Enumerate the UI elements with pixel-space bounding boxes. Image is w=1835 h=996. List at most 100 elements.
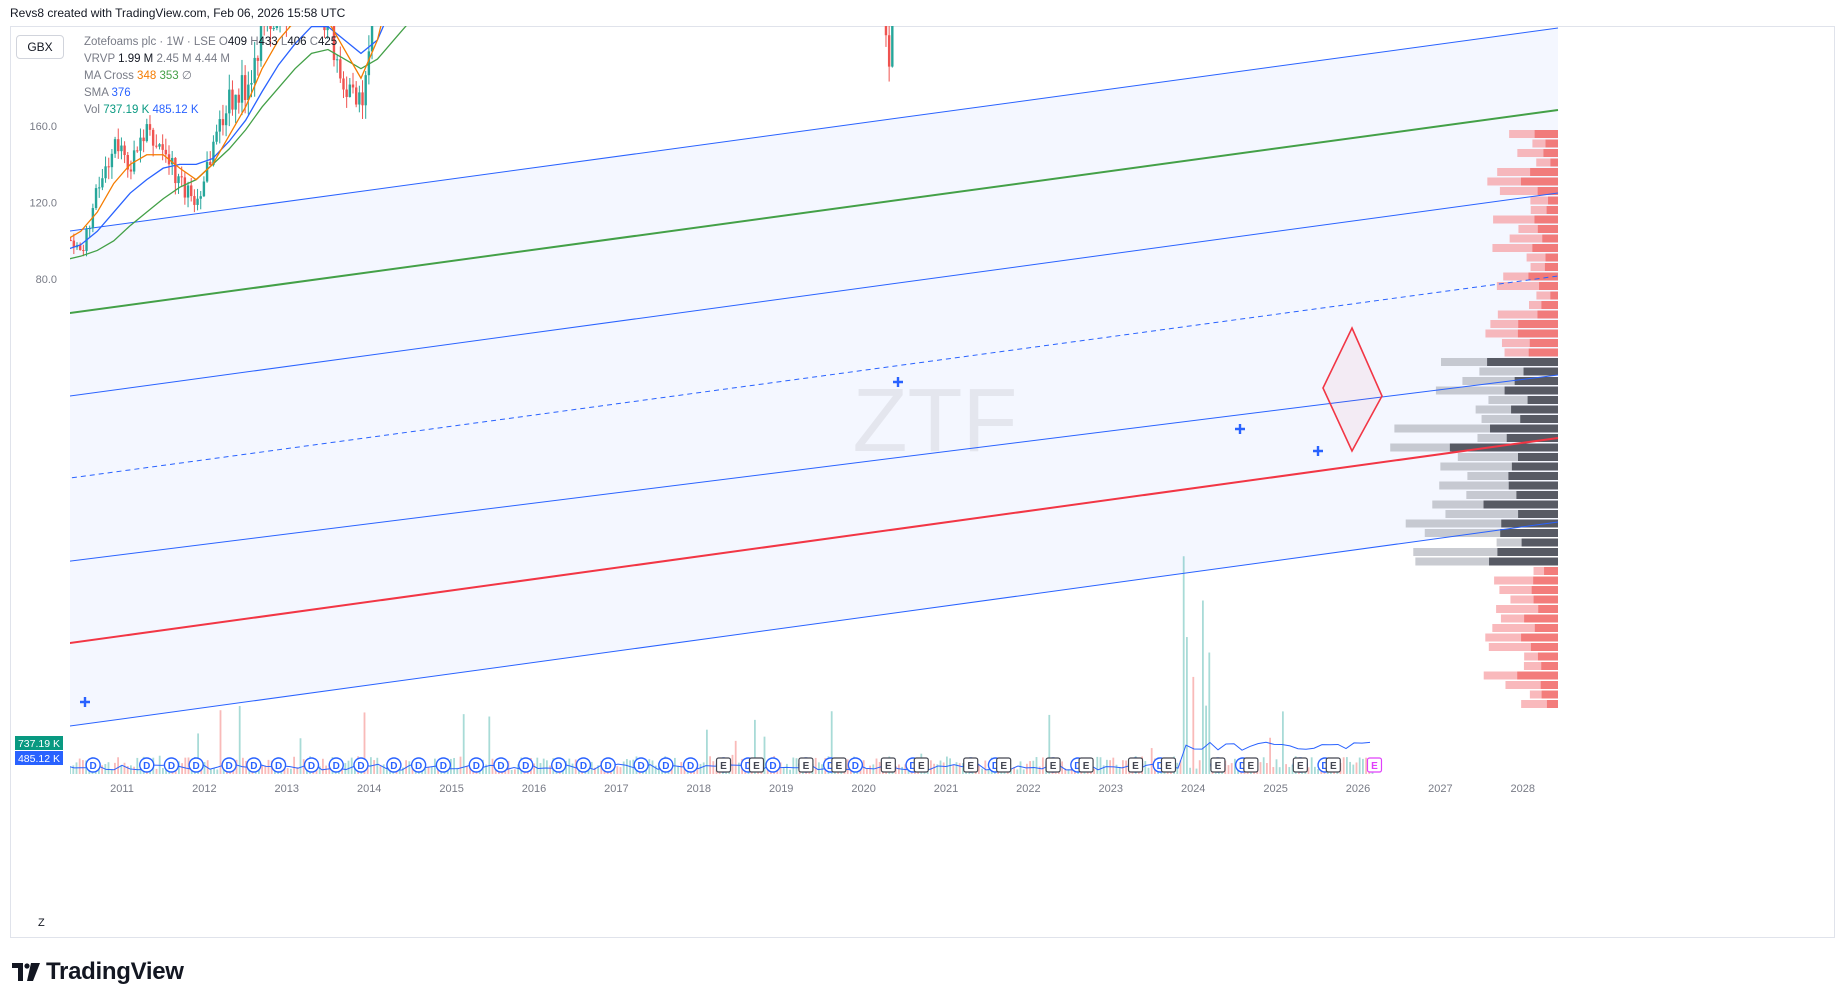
legend-vrvp-v1: 1.99 M	[118, 53, 154, 65]
volume-profile-bar	[1488, 396, 1558, 404]
dividend-marker	[633, 757, 649, 773]
legend-macross-extra: ∅	[181, 70, 192, 82]
dividend-marker	[847, 757, 864, 773]
volume-profile-bar	[1497, 168, 1558, 176]
channel-lower-line	[70, 521, 1559, 727]
dividend-marker	[139, 757, 155, 773]
volume-bar	[738, 762, 740, 774]
volume-profile-bar	[1520, 177, 1558, 186]
volume-bar	[878, 761, 881, 774]
candle-body	[212, 141, 215, 166]
volume-profile-bar	[1496, 282, 1558, 290]
dividend-marker	[435, 757, 452, 773]
volume-bar	[1019, 761, 1022, 774]
volume-bar	[110, 769, 113, 774]
volume-bar	[350, 757, 353, 774]
price-chart[interactable]: ZTF DDDDDDDDDDDDDDDDDDDDDDDDDDDDDDDDDDDD…	[0, 26, 1835, 938]
volume-profile-bar	[1523, 662, 1558, 670]
volume-profile-bar	[1537, 187, 1558, 195]
legend-vol-v1: 737.19 K	[103, 104, 150, 116]
candle-body	[145, 124, 149, 142]
dividend-marker-label: D	[357, 761, 364, 772]
dividend-marker-label: D	[390, 761, 397, 772]
volume-profile-bar	[1508, 472, 1558, 480]
earnings-marker	[1127, 757, 1144, 773]
volume-bar	[696, 765, 699, 774]
dividend-marker-label: D	[415, 761, 422, 772]
volume-bar	[869, 765, 871, 774]
volume-profile-bar	[1529, 339, 1558, 347]
time-axis-label: 2019	[769, 783, 793, 795]
volume-bar	[542, 758, 545, 774]
volume-bar	[363, 712, 366, 774]
dividend-marker-label: D	[638, 761, 645, 772]
volume-bar	[549, 765, 551, 774]
volume-profile-bar	[1518, 453, 1558, 461]
volume-bar	[408, 761, 411, 774]
volume-bar	[651, 760, 654, 774]
legend-sma-row[interactable]: SMA 376	[84, 85, 337, 102]
volume-bar	[488, 716, 491, 774]
volume-bar	[699, 763, 702, 774]
volume-profile-bar	[1415, 557, 1558, 566]
candle-body	[164, 149, 168, 155]
legend-vrvp-row[interactable]: VRVP 1.99 M 2.45 M 4.44 M	[84, 51, 337, 68]
dividend-marker	[246, 757, 262, 773]
volume-bar	[206, 760, 209, 774]
legend-vol-row[interactable]: Vol 737.19 K 485.12 K	[84, 102, 337, 119]
volume-profile-bar	[1440, 462, 1558, 471]
candle-body	[126, 155, 129, 170]
legend-symbol-row[interactable]: Zotefoams plc · 1W · LSE O409 H433 L406 …	[84, 34, 337, 51]
volume-profile-bar	[1523, 367, 1558, 376]
volume-profile-bar	[1540, 681, 1558, 689]
volume-bar	[1064, 768, 1067, 774]
volume-bar	[1346, 757, 1348, 774]
dividend-marker	[493, 757, 509, 773]
candle-body	[887, 35, 891, 67]
volume-bar	[859, 769, 862, 774]
candle-body	[155, 145, 158, 147]
volume-bar	[1278, 767, 1281, 774]
volume-profile-bar	[1544, 263, 1558, 271]
volume-bar	[1099, 757, 1102, 774]
dividend-marker-label: D	[1157, 761, 1164, 772]
legend-low-label: L	[280, 36, 288, 48]
volume-profile-bar	[1541, 690, 1558, 699]
volume-bar	[1352, 764, 1355, 774]
volume-bar	[213, 768, 215, 774]
auto-scale-button[interactable]: Z	[38, 917, 45, 929]
volume-bar	[546, 760, 548, 774]
volume-bar	[1288, 767, 1291, 774]
volume-bar	[1195, 768, 1198, 774]
volume-profile-bar	[1544, 567, 1558, 575]
currency-selector[interactable]: GBX	[16, 35, 64, 59]
volume-profile-bar	[1413, 548, 1558, 556]
volume-bar	[622, 761, 625, 774]
volume-profile-bar	[1527, 396, 1558, 404]
candle-body	[82, 250, 85, 252]
dividend-marker	[270, 757, 287, 773]
candle-body	[98, 187, 101, 189]
dividend-marker-label: D	[308, 761, 315, 772]
chart-legend: Zotefoams plc · 1W · LSE O409 H433 L406 …	[84, 34, 337, 119]
dividend-marker-label: D	[745, 761, 752, 772]
volume-bar	[1198, 760, 1201, 774]
volume-bar	[203, 762, 206, 774]
legend-macross-row[interactable]: MA Cross 348 353 ∅	[84, 68, 337, 85]
legend-macross-label: MA Cross	[84, 70, 134, 82]
legend-close-label: C	[309, 36, 319, 48]
volume-bar	[238, 705, 241, 774]
earnings-marker	[1366, 757, 1383, 773]
volume-profile-bar	[1517, 149, 1558, 157]
volume-profile-bar	[1445, 510, 1558, 518]
candle-body	[136, 150, 139, 152]
candle-body	[183, 177, 187, 198]
candle-body	[158, 144, 161, 147]
time-axis-label: 2017	[604, 783, 628, 795]
volume-bar	[107, 762, 110, 774]
volume-profile-bar	[1499, 586, 1558, 594]
volume-bar	[427, 766, 430, 774]
volume-bar	[984, 760, 987, 774]
legend-high: 433	[258, 36, 278, 48]
volume-profile-bar	[1487, 358, 1558, 366]
